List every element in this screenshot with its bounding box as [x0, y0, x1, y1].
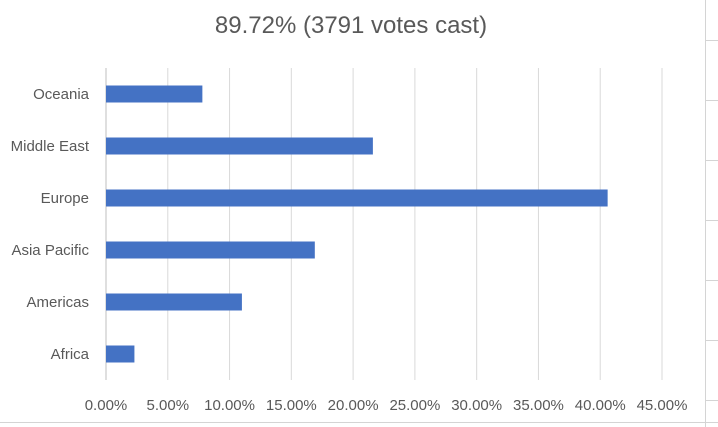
y-tick-label: Americas [26, 294, 89, 311]
y-tick-label: Asia Pacific [11, 242, 89, 259]
y-tick-label: Middle East [11, 138, 90, 155]
bar [106, 293, 242, 311]
bar [106, 241, 315, 259]
x-tick-label: 0.00% [85, 397, 128, 414]
bar [106, 137, 373, 155]
sheet-gridline [706, 220, 718, 221]
x-tick-label: 10.00% [204, 397, 255, 414]
x-tick-label: 5.00% [147, 397, 190, 414]
x-tick-label: 15.00% [266, 397, 317, 414]
y-tick-label: Africa [51, 346, 90, 363]
bar [106, 85, 203, 103]
bar [106, 345, 135, 363]
x-tick-label: 20.00% [328, 397, 379, 414]
sheet-gridline-bottom [0, 422, 718, 423]
chart-title: 89.72% (3791 votes cast) [214, 12, 488, 39]
sheet-gridlines-right [705, 0, 718, 427]
sheet-gridline [706, 100, 718, 101]
x-tick-label: 35.00% [513, 397, 564, 414]
sheet-gridline [706, 280, 718, 281]
y-tick-label: Europe [41, 190, 89, 207]
y-tick-label: Oceania [33, 86, 90, 103]
x-tick-label: 30.00% [451, 397, 502, 414]
sheet-gridline [706, 160, 718, 161]
sheet-gridline [706, 340, 718, 341]
x-tick-label: 45.00% [637, 397, 688, 414]
bar [106, 189, 608, 207]
x-tick-label: 40.00% [575, 397, 626, 414]
sheet-gridline [706, 40, 718, 41]
x-tick-label: 25.00% [389, 397, 440, 414]
sheet-gridline [706, 400, 718, 401]
